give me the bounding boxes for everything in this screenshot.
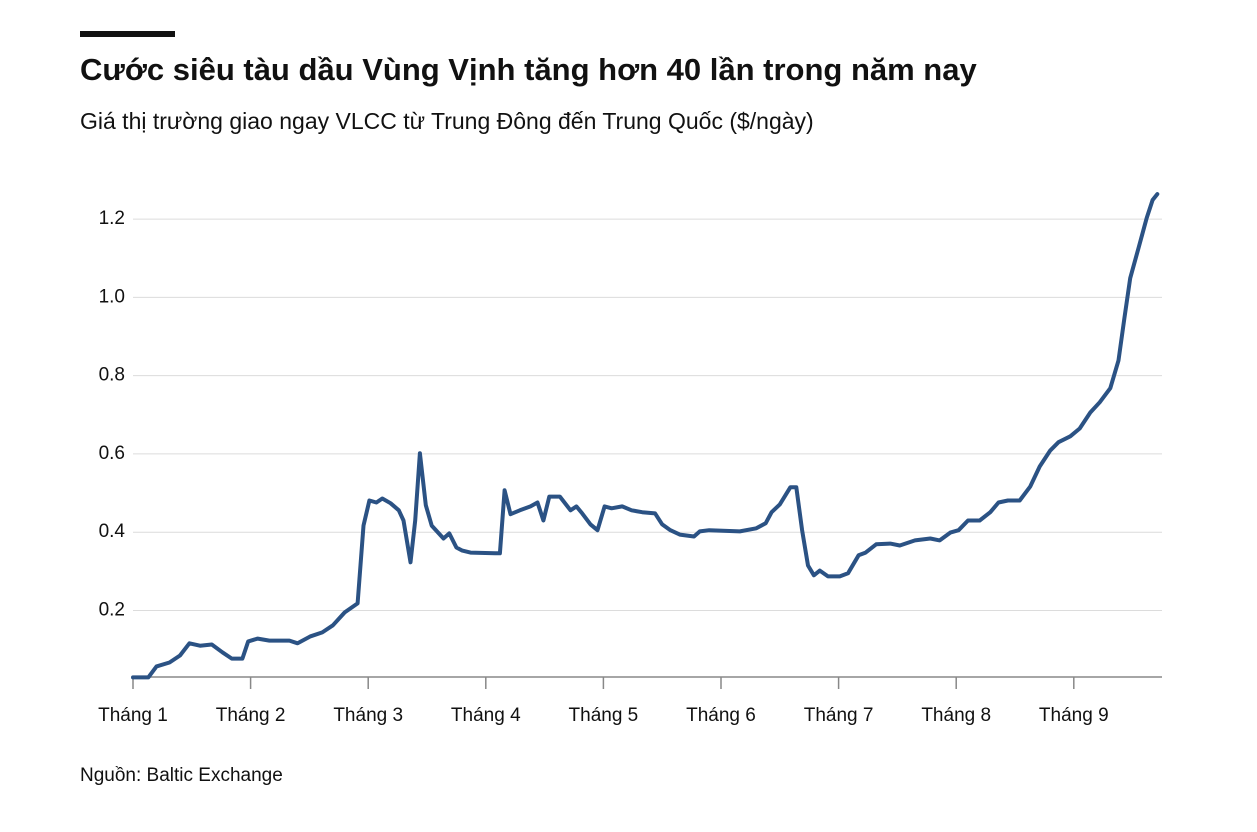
y-tick-label: 1.0 — [99, 286, 125, 307]
data-line — [131, 192, 1160, 680]
source: Nguồn: Baltic Exchange — [80, 765, 283, 786]
x-tick-label: Tháng 5 — [569, 705, 639, 726]
y-tick-label: 0.6 — [99, 443, 125, 464]
x-tick-label: Tháng 3 — [333, 705, 403, 726]
x-tick-label: Tháng 2 — [216, 705, 286, 726]
y-tick-label: 0.4 — [99, 521, 126, 542]
chart-subtitle: Giá thị trường giao ngay VLCC từ Trung Đ… — [80, 108, 814, 134]
x-tick-label: Tháng 7 — [804, 705, 874, 726]
x-tick-label: Tháng 8 — [921, 705, 991, 726]
title-bar — [80, 31, 175, 37]
y-tick-label: 0.8 — [99, 365, 125, 386]
x-tick-label: Tháng 9 — [1039, 705, 1109, 726]
x-tick-label: Tháng 1 — [98, 705, 168, 726]
y-tick-label: 0.2 — [99, 599, 125, 620]
x-tick-label: Tháng 6 — [686, 705, 756, 726]
chart-title: Cước siêu tàu dầu Vùng Vịnh tăng hơn 40 … — [80, 52, 977, 87]
x-tick-label: Tháng 4 — [451, 705, 521, 726]
y-tick-label: 1.2 — [99, 208, 125, 229]
